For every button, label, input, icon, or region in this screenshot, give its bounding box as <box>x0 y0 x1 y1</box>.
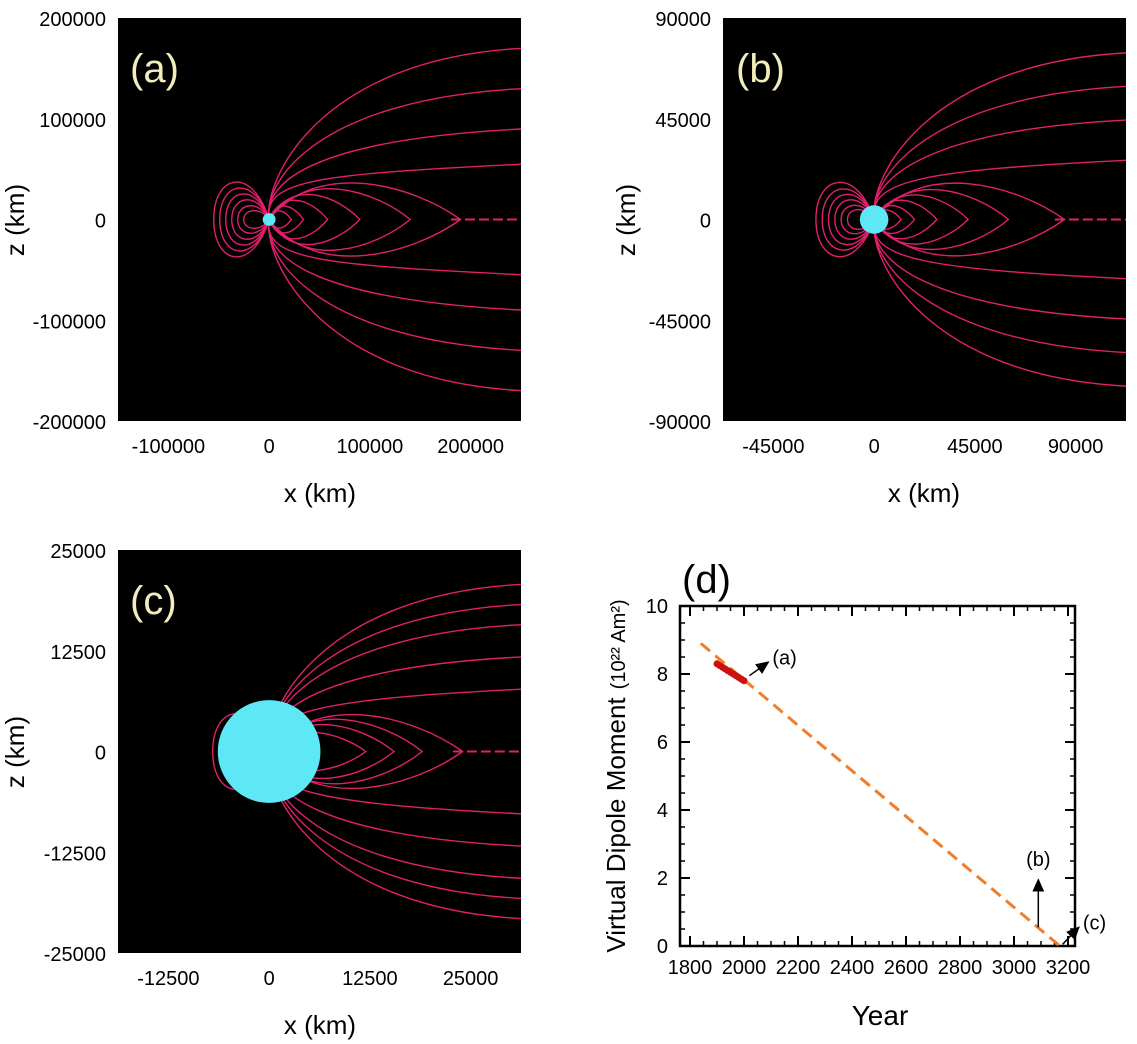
panel-d: 1800 2000 2200 2400 2600 2800 3000 32000246810 … <box>601 558 1106 1031</box>
x-tick-label: 1800 <box>668 957 713 979</box>
panel-b-y-ticks: -90000 -45000 0 45000 90000 <box>649 9 711 434</box>
y-tick-label: 25000 <box>50 541 106 563</box>
y-tick-label: 2 <box>657 868 668 890</box>
x-tick-label: 2600 <box>884 957 929 979</box>
x-tick-label: 100000 <box>337 436 404 458</box>
x-tick-label: 90000 <box>1048 436 1104 458</box>
x-tick-label: 0 <box>869 436 880 458</box>
panel-d-annotations: (a) (b) (c) <box>748 647 1106 945</box>
panel-d-ylabel: Virtual Dipole Moment (10²² Am²) <box>601 599 631 952</box>
earth-disk <box>262 213 276 226</box>
panel-a-y-ticks: -200000 -100000 0 100000 200000 <box>33 9 106 434</box>
panel-c: -25000 -12500 0 12500 25000 -12500 0 12500 2500… <box>0 541 521 1040</box>
panel-c-y-ticks: -25000 -12500 0 12500 25000 <box>44 541 106 966</box>
y-tick-label: -25000 <box>44 944 106 966</box>
y-tick-label: 12500 <box>50 642 106 664</box>
y-tick-label: 10 <box>646 596 668 618</box>
annotation-arrow <box>748 661 770 677</box>
panel-b-ylabel: z (km) <box>611 184 641 256</box>
y-tick-label: 90000 <box>655 9 711 31</box>
panel-a-ylabel: z (km) <box>0 184 30 256</box>
y-tick-label: 200000 <box>39 9 106 31</box>
panel-b-xlabel: x (km) <box>888 478 960 508</box>
open-field-line <box>873 52 1126 220</box>
earth-disk <box>217 700 321 803</box>
panel-b-x-ticks: -45000 0 45000 90000 <box>742 436 1103 458</box>
x-tick-label: -100000 <box>132 436 205 458</box>
y-tick-label: 45000 <box>655 110 711 132</box>
x-tick-label: 45000 <box>947 436 1003 458</box>
x-tick-label: 200000 <box>437 436 504 458</box>
x-tick-label: 0 <box>264 968 275 990</box>
y-tick-label: -100000 <box>33 311 106 333</box>
y-tick-label: 0 <box>657 936 668 958</box>
annotation-label: (a) <box>772 647 796 669</box>
panel-a: -200000 -100000 0 100000 200000 -100000 0 1000… <box>0 9 521 508</box>
x-tick-label: 2200 <box>776 957 821 979</box>
x-tick-label: 2400 <box>830 957 875 979</box>
y-tick-label: 0 <box>700 211 711 233</box>
panel-c-field-lines <box>212 583 521 920</box>
y-tick-label: -90000 <box>649 412 711 434</box>
panel-d-ylabel-main: Virtual Dipole Moment <box>601 697 631 953</box>
y-tick-label: 0 <box>95 211 106 233</box>
panel-a-x-ticks: -100000 0 100000 200000 <box>132 436 504 458</box>
x-tick-label: 2000 <box>722 957 767 979</box>
y-tick-label: 8 <box>657 664 668 686</box>
open-field-line <box>268 219 521 392</box>
x-tick-label: 0 <box>264 436 275 458</box>
panel-c-label: (c) <box>130 579 177 623</box>
panel-a-label: (a) <box>130 47 179 91</box>
observation-point <box>740 677 748 685</box>
annotation-arrow <box>1062 926 1080 945</box>
y-tick-label: 0 <box>95 743 106 765</box>
x-tick-label: 3000 <box>992 957 1037 979</box>
y-tick-label: -45000 <box>649 311 711 333</box>
panel-a-xlabel: x (km) <box>284 478 356 508</box>
closed-field-line <box>219 187 412 252</box>
trend-line <box>699 642 1061 948</box>
panel-d-frame <box>678 604 1077 948</box>
earth-disk <box>859 205 889 234</box>
open-field-line <box>268 47 521 220</box>
closed-field-line <box>821 188 1010 251</box>
x-tick-label: 2800 <box>938 957 983 979</box>
y-tick-label: 100000 <box>39 110 106 132</box>
x-tick-label: 12500 <box>342 968 398 990</box>
panel-b-field-lines <box>815 52 1126 387</box>
panel-d-ticks: 1800 2000 2200 2400 2600 2800 3000 3200 0 2 4 6 8 10 <box>646 596 1091 979</box>
open-field-line <box>873 219 1126 387</box>
annotation-label: (c) <box>1083 913 1106 935</box>
panel-c-x-ticks: -12500 0 12500 25000 <box>137 968 498 990</box>
panel-b-label: (b) <box>736 47 785 91</box>
y-tick-label: -200000 <box>33 412 106 434</box>
x-tick-label: -12500 <box>137 968 199 990</box>
panel-d-series <box>699 642 1061 948</box>
x-tick-label: -45000 <box>742 436 804 458</box>
x-tick-label: 25000 <box>443 968 499 990</box>
panel-d-ylabel-unit: (10²² Am²) <box>608 599 630 689</box>
panel-c-xlabel: x (km) <box>284 1010 356 1040</box>
panel-a-field-lines <box>213 47 521 392</box>
panel-d-xlabel: Year <box>852 1000 909 1031</box>
y-tick-label: -12500 <box>44 843 106 865</box>
panel-c-ylabel: z (km) <box>0 716 30 788</box>
y-tick-label: 4 <box>657 800 668 822</box>
y-tick-label: 6 <box>657 732 668 754</box>
annotation-label: (b) <box>1026 849 1050 871</box>
panel-b: -90000 -45000 0 45000 90000 -45000 0 45000 9000… <box>611 9 1126 508</box>
x-tick-label: 3200 <box>1046 957 1091 979</box>
panel-d-label: (d) <box>682 558 731 602</box>
